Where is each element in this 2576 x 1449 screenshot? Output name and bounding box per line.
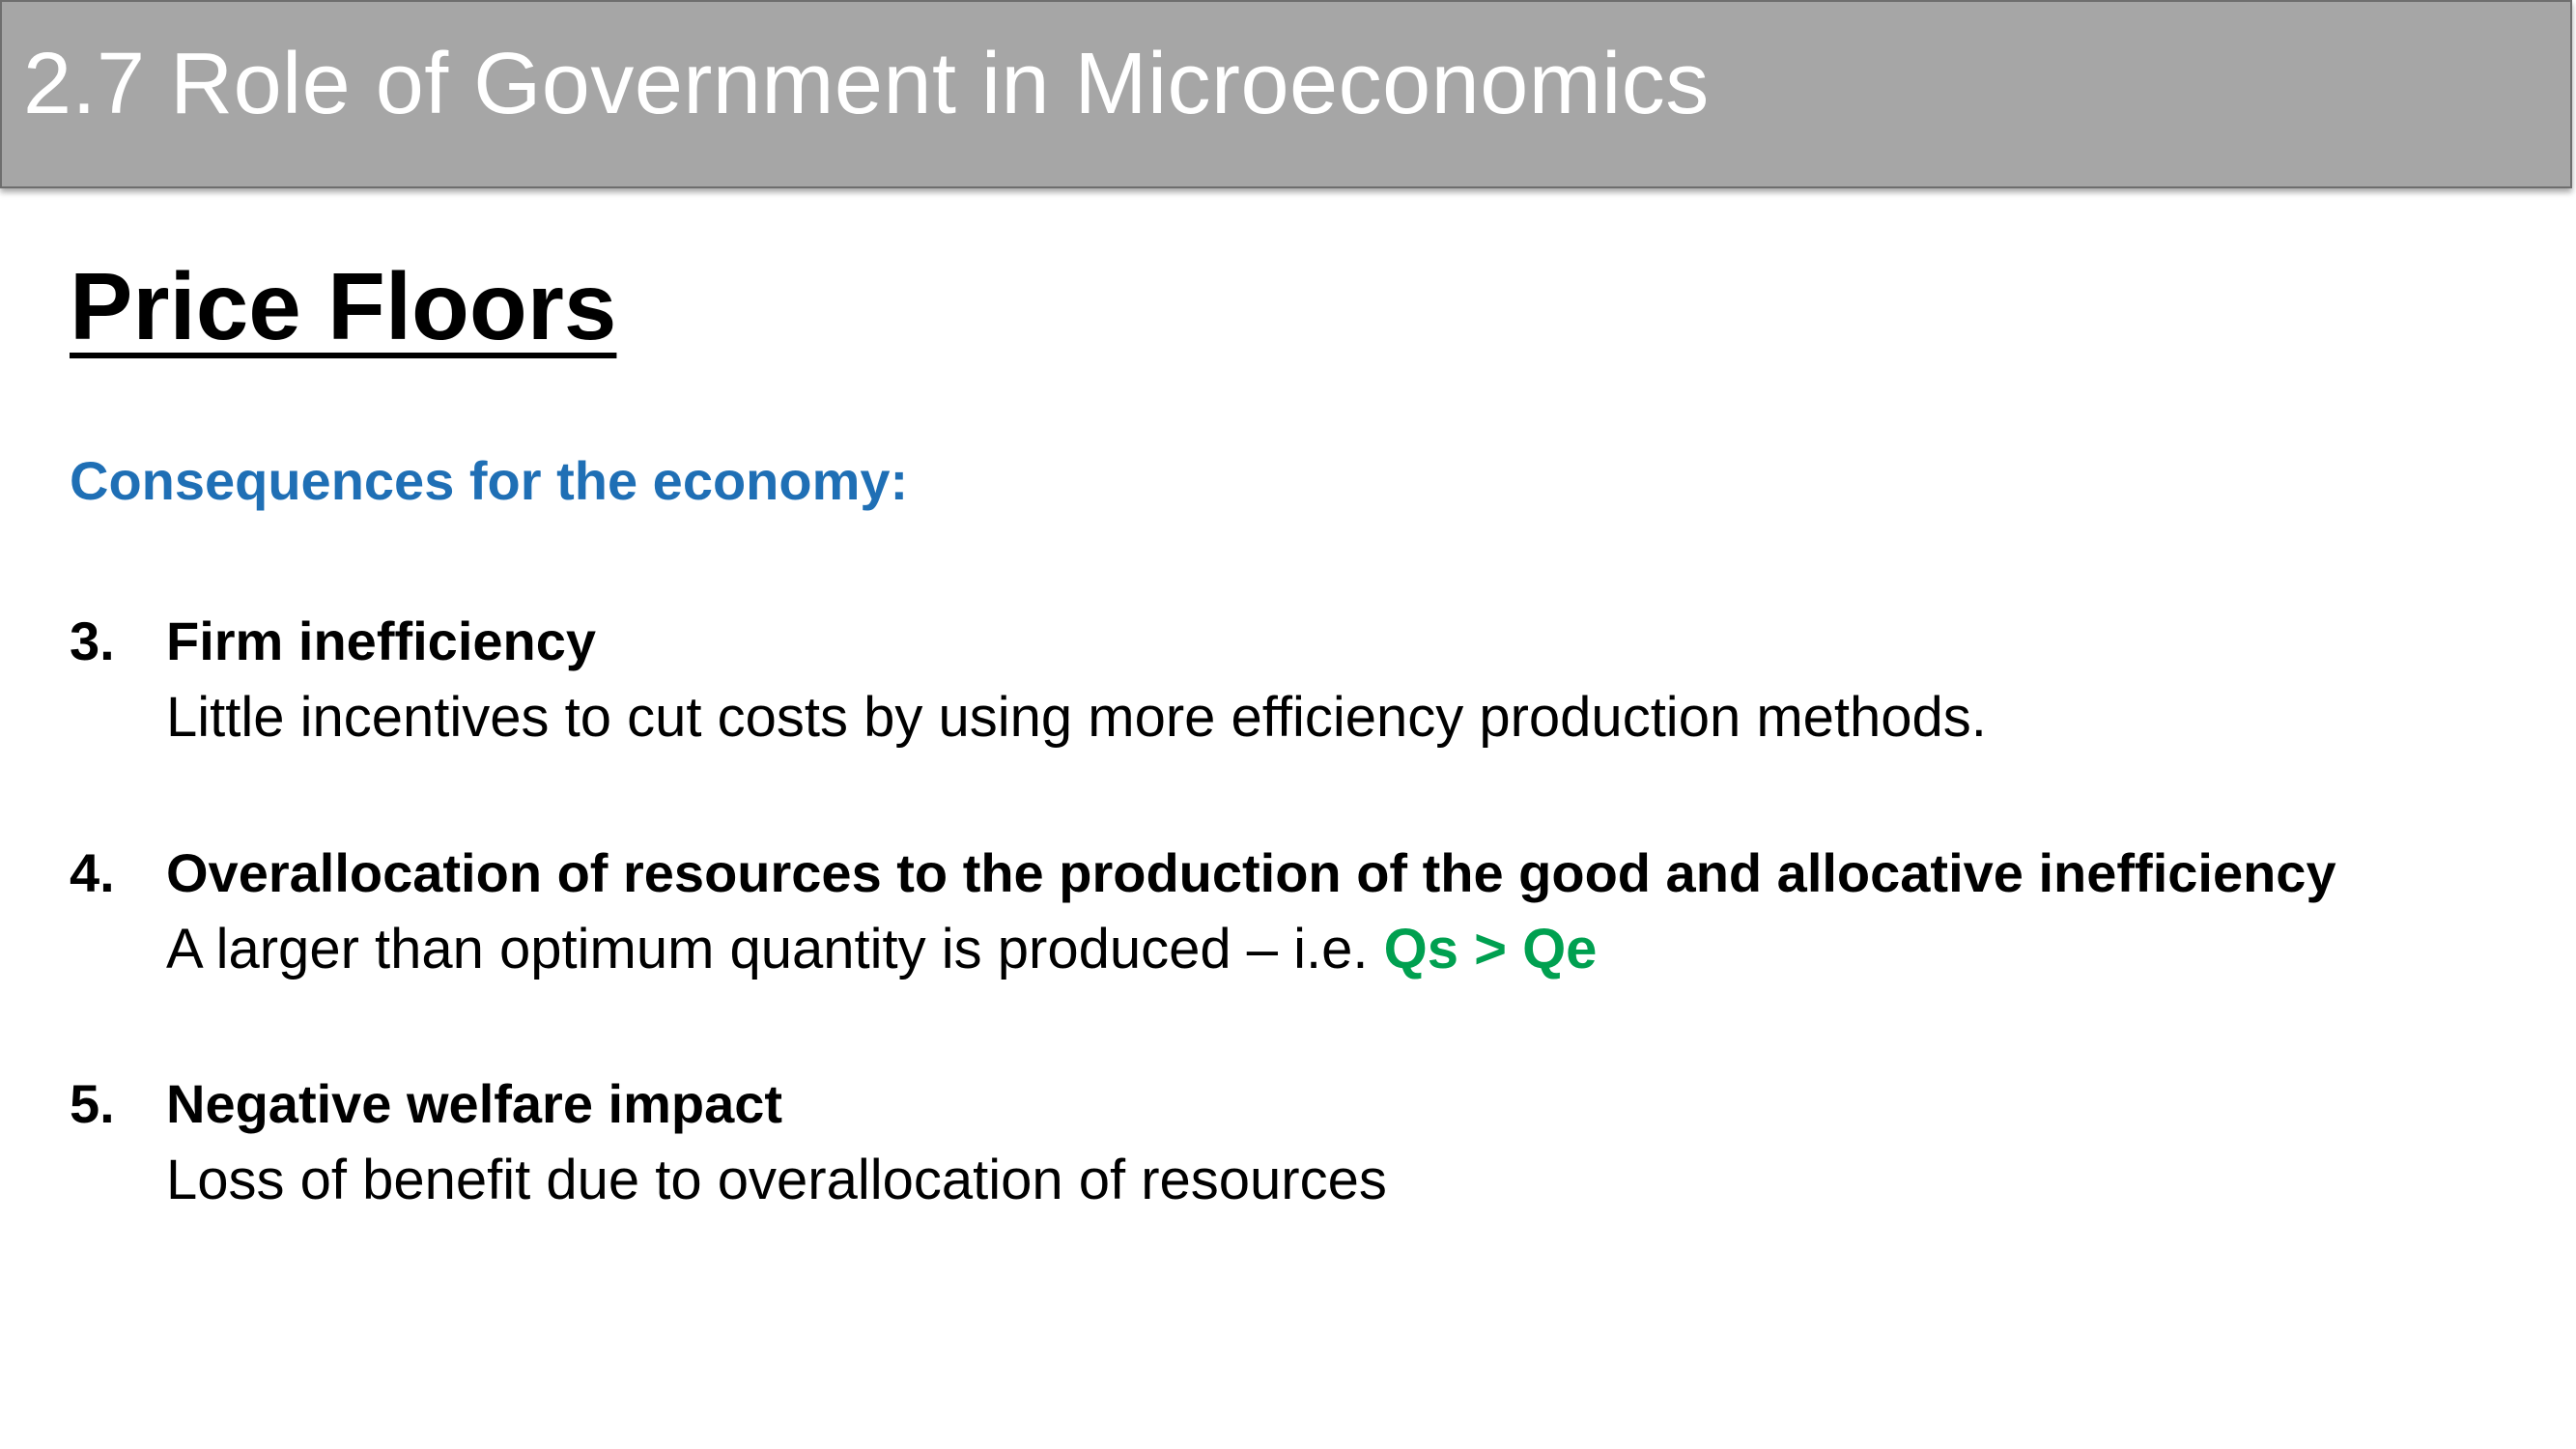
page-heading: Price Floors [70,253,617,359]
item-title: Overallocation of resources to the produ… [166,842,2336,903]
item-description: A larger than optimum quantity is produc… [166,922,1597,978]
item-description-text: Little incentives to cut costs by using … [166,686,1987,749]
item-number: 5. [70,1073,115,1134]
quantity-comparison-highlight: Qs > Qe [1383,918,1598,980]
item-description-text: A larger than optimum quantity is produc… [166,918,1384,980]
item-description: Loss of benefit due to overallocation of… [166,1152,1387,1208]
item-description: Little incentives to cut costs by using … [166,690,1987,746]
item-number: 3. [70,611,115,671]
slide-title: 2.7 Role of Government in Microeconomics [23,36,1710,132]
item-title: Firm inefficiency [166,611,597,671]
item-description-text: Loss of benefit due to overallocation of… [166,1149,1387,1211]
title-bar: 2.7 Role of Government in Microeconomics [0,0,2572,188]
section-subheading: Consequences for the economy: [70,450,909,511]
item-title: Negative welfare impact [166,1073,783,1134]
item-number: 4. [70,842,115,903]
